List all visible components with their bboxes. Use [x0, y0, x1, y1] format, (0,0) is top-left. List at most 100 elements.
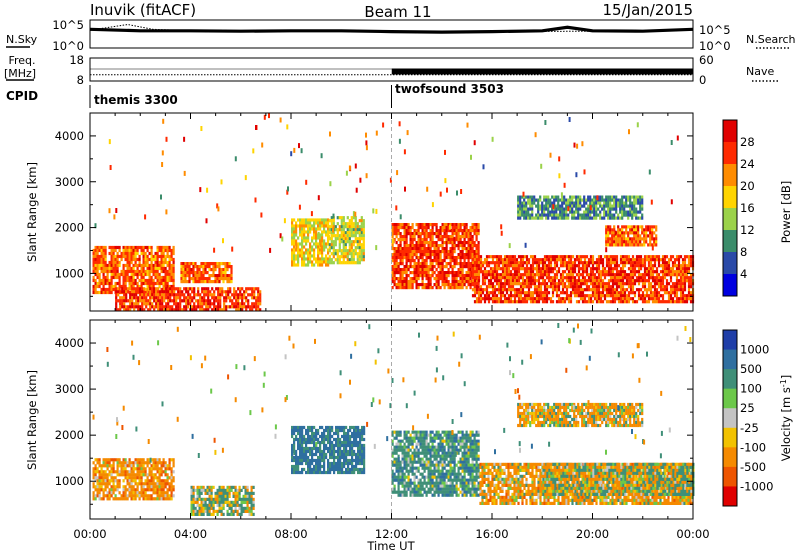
range-time-cell — [527, 276, 531, 280]
range-time-cell — [535, 279, 539, 283]
range-time-cell — [629, 279, 633, 283]
range-time-cell — [116, 458, 119, 462]
range-time-cell — [92, 254, 95, 259]
range-time-cell — [505, 273, 509, 277]
range-time-cell — [215, 308, 218, 312]
range-time-cell — [671, 264, 675, 268]
range-time-cell — [417, 226, 420, 230]
range-time-cell — [128, 254, 131, 259]
range-time-cell — [153, 296, 156, 300]
range-time-cell — [301, 221, 304, 225]
range-time-cell — [293, 257, 296, 261]
range-time-cell — [485, 258, 489, 262]
range-time-cell — [481, 264, 485, 268]
range-time-cell — [595, 264, 599, 268]
range-time-cell — [595, 282, 599, 286]
range-time-cell — [529, 300, 533, 304]
range-time-cell — [100, 464, 103, 468]
range-time-cell — [637, 267, 641, 271]
range-time-cell — [421, 271, 424, 275]
range-time-cell — [629, 282, 633, 286]
range-time-cell — [136, 458, 139, 462]
range-time-cell — [141, 302, 144, 306]
range-time-cell — [497, 291, 501, 295]
range-time-cell — [206, 277, 209, 281]
range-time-cell — [465, 280, 468, 284]
range-time-cell — [299, 242, 302, 246]
range-time-cell — [675, 258, 679, 262]
range-time-cell — [499, 297, 503, 301]
range-time-cell — [499, 276, 503, 280]
range-time-cell — [315, 233, 318, 237]
range-time-cell — [545, 285, 549, 289]
range-time-cell — [319, 260, 322, 264]
range-time-cell — [319, 239, 322, 243]
range-time-cell — [649, 225, 652, 229]
range-time-cell — [213, 293, 216, 297]
range-time-cell — [465, 247, 468, 251]
range-time-cell — [593, 285, 597, 289]
range-time-cell — [104, 248, 107, 253]
range-time-cell — [679, 294, 683, 298]
range-time-cell — [146, 245, 149, 250]
range-time-cell — [469, 286, 472, 290]
range-time-cell — [136, 473, 139, 477]
range-time-cell — [391, 226, 394, 230]
range-time-cell — [533, 255, 537, 259]
range-time-cell — [218, 280, 221, 284]
range-time-cell — [525, 273, 529, 277]
range-time-cell — [519, 201, 522, 205]
range-time-cell — [445, 226, 448, 230]
range-time-cell — [417, 268, 420, 272]
range-time-cell — [549, 270, 553, 274]
range-time-cell — [144, 281, 147, 286]
range-time-cell — [182, 280, 185, 284]
range-time-cell — [154, 260, 157, 265]
range-time-cell — [673, 261, 677, 265]
range-time-cell — [627, 225, 630, 229]
range-time-cell — [307, 263, 310, 267]
range-time-cell — [100, 479, 103, 483]
range-time-cell — [245, 308, 248, 312]
range-time-cell — [441, 271, 444, 275]
range-time-cell — [451, 250, 454, 254]
range-time-cell — [403, 229, 406, 233]
range-time-cell — [211, 308, 214, 312]
range-time-cell — [123, 299, 126, 303]
range-time-cell — [218, 271, 221, 275]
range-time-cell — [485, 285, 489, 289]
range-time-cell — [457, 283, 460, 287]
range-time-cell — [455, 286, 458, 290]
range-time-cell — [419, 262, 422, 266]
range-time-cell — [581, 261, 585, 265]
range-time-cell — [581, 204, 584, 208]
range-time-cell — [525, 210, 528, 214]
range-time-cell — [112, 458, 115, 462]
range-time-cell — [623, 195, 626, 199]
range-time-cell — [413, 238, 416, 242]
range-time-cell — [225, 296, 228, 300]
range-time-cell — [147, 302, 150, 306]
range-time-cell — [567, 300, 571, 304]
range-time-cell — [519, 300, 523, 304]
range-time-cell — [433, 259, 436, 263]
range-time-cell — [396, 170, 399, 176]
range-time-cell — [511, 300, 515, 304]
range-time-cell — [613, 195, 616, 199]
range-time-cell — [487, 255, 491, 259]
range-time-cell — [529, 297, 533, 301]
range-time-cell — [423, 253, 426, 257]
range-time-cell — [106, 467, 109, 471]
range-time-cell — [521, 282, 525, 286]
range-time-cell — [108, 494, 111, 498]
range-time-cell — [291, 221, 294, 225]
range-time-cell — [128, 290, 131, 295]
range-time-cell — [189, 299, 192, 303]
range-time-cell — [291, 230, 294, 234]
range-time-cell — [106, 479, 109, 483]
range-time-cell — [192, 262, 195, 266]
range-time-cell — [483, 279, 487, 283]
range-time-cell — [132, 479, 135, 483]
range-time-cell — [237, 308, 240, 312]
range-time-cell — [467, 274, 470, 278]
